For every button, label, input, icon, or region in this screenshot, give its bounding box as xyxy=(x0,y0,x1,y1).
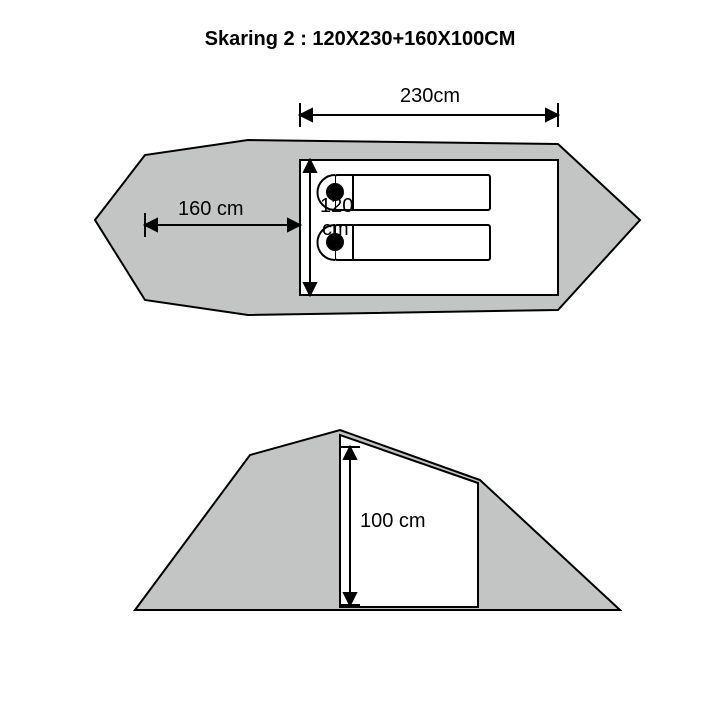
side-view-svg xyxy=(0,360,720,720)
label-160: 160 cm xyxy=(178,198,244,221)
top-view-svg xyxy=(0,0,720,360)
label-120-top: 120 xyxy=(320,195,353,218)
label-100: 100 cm xyxy=(360,510,426,533)
label-230: 230cm xyxy=(400,85,460,108)
label-120-unit: cm xyxy=(322,218,349,241)
